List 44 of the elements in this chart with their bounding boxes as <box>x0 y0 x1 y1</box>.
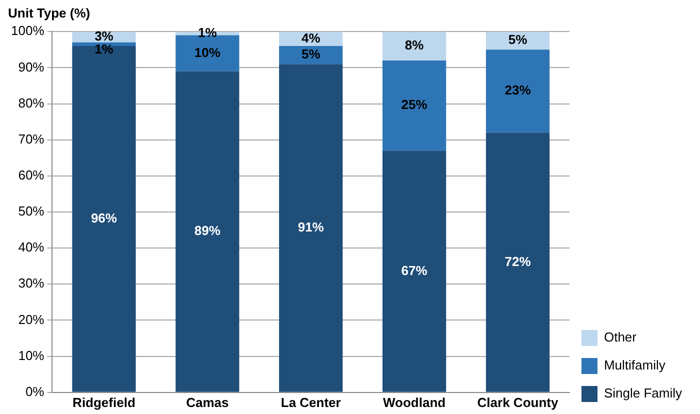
data-label: 3% <box>94 28 114 44</box>
y-tick-label: 30% <box>18 276 45 291</box>
x-tick-label: Clark County <box>477 394 559 410</box>
y-tick-label: 80% <box>18 95 45 110</box>
data-label: 4% <box>301 30 321 46</box>
data-label: 96% <box>90 210 118 226</box>
x-tick-label: Camas <box>186 394 229 410</box>
data-label: 10% <box>194 44 221 60</box>
bar <box>72 46 136 392</box>
bar <box>279 46 343 64</box>
bar <box>486 50 550 133</box>
legend-label: Multifamily <box>604 358 666 373</box>
x-tick-label: La Center <box>280 394 341 410</box>
x-tick-label: Woodland <box>383 394 446 410</box>
data-label: 91% <box>298 220 324 235</box>
bar <box>279 64 343 392</box>
y-axis-title: Unit Type (%) <box>8 5 90 20</box>
y-tick-label: 60% <box>18 168 45 182</box>
y-tick-label: 10% <box>18 348 45 363</box>
data-label: 89% <box>194 223 221 238</box>
data-label: 25% <box>401 97 428 112</box>
y-tick-label: 70% <box>18 131 45 146</box>
data-label: 23% <box>504 82 532 98</box>
y-tick-label: 100% <box>11 23 45 38</box>
data-label: 5% <box>508 32 528 48</box>
bar <box>176 71 240 392</box>
bar <box>382 32 446 60</box>
y-tick-label: 20% <box>18 312 45 327</box>
y-tick-label: 0% <box>25 384 45 399</box>
y-tick-label: 90% <box>18 59 45 74</box>
y-tick-label: 40% <box>18 240 45 255</box>
bar <box>382 60 446 151</box>
bar <box>486 132 550 392</box>
legend-label: Single Family <box>604 386 682 401</box>
data-label: 72% <box>504 254 532 269</box>
data-label: 5% <box>301 46 321 62</box>
legend-label: Other <box>604 330 638 345</box>
data-label: 67% <box>401 262 428 278</box>
x-tick-label: Ridgefield <box>72 394 136 410</box>
data-label: 8% <box>404 38 424 53</box>
bar <box>382 150 446 392</box>
bar <box>72 42 136 46</box>
y-tick-label: 50% <box>18 204 45 219</box>
data-label: 1% <box>94 42 114 57</box>
